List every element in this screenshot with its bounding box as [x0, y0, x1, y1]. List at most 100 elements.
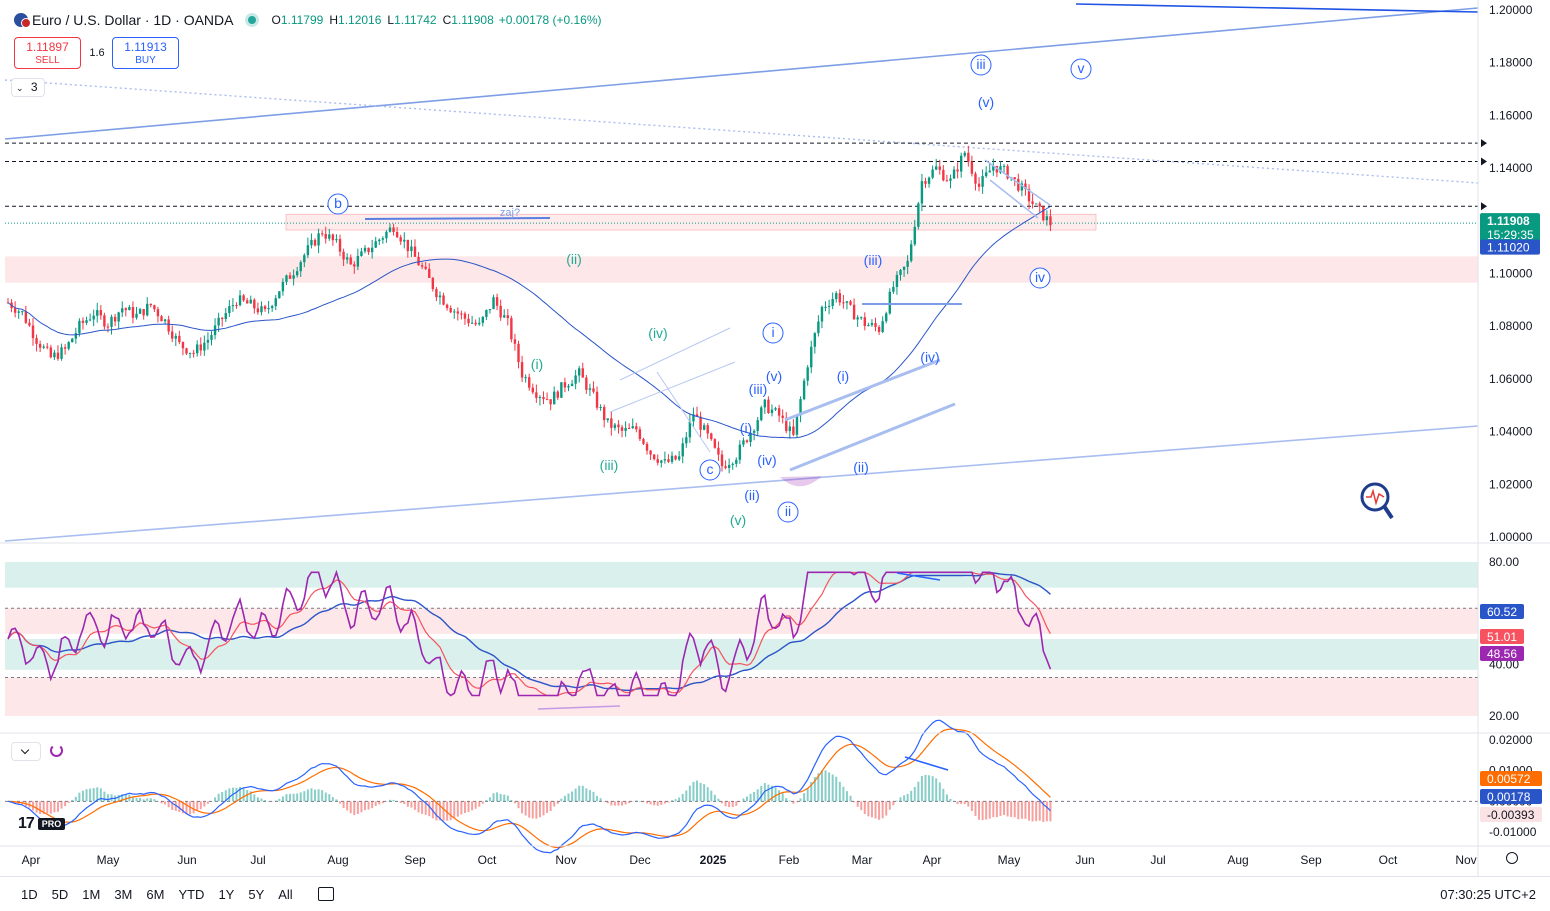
clock-timezone[interactable]: 07:30:25 UTC+2	[1440, 887, 1536, 902]
macd-histogram-bar	[578, 785, 581, 802]
candle-body	[385, 231, 388, 239]
candle-body	[617, 424, 620, 428]
macd-histogram-bar	[424, 801, 427, 815]
candle-body	[977, 183, 981, 187]
macd-histogram-bar	[46, 801, 49, 814]
macd-histogram-bar	[374, 801, 377, 806]
sell-price: 1.11897	[26, 40, 69, 54]
macd-histogram-bar	[349, 801, 352, 814]
macd-collapse-button[interactable]	[11, 742, 41, 761]
macd-histogram-bar	[139, 797, 142, 802]
candle-body	[342, 251, 345, 260]
macd-histogram-bar	[81, 790, 84, 802]
candle-body	[117, 312, 120, 322]
candle-body	[824, 306, 827, 308]
candle-body	[863, 317, 866, 327]
macd-histogram-bar	[92, 788, 95, 802]
macd-histogram-bar	[99, 788, 102, 802]
candle-body	[867, 325, 870, 327]
range-5y-button[interactable]: 5Y	[248, 886, 265, 902]
settings-gear-icon[interactable]	[1506, 852, 1518, 864]
tradingview-logo[interactable]: 17 PRO	[18, 815, 66, 833]
range-1y-button[interactable]: 1Y	[218, 886, 235, 902]
macd-histogram-bar	[335, 799, 338, 802]
price-tick-label: 1.16000	[1489, 108, 1533, 122]
range-1m-button[interactable]: 1M	[82, 886, 101, 902]
candle-body	[688, 421, 692, 438]
macd-histogram-bar	[613, 801, 616, 806]
magnifier-icon	[1360, 482, 1390, 512]
macd-histogram-bar	[596, 795, 599, 802]
candle-body	[185, 348, 188, 354]
candle-body	[692, 414, 695, 422]
wave-label: (iv)	[920, 349, 939, 365]
range-all-button[interactable]: All	[278, 886, 293, 902]
macd-histogram-bar	[417, 801, 420, 813]
candle-body	[735, 459, 738, 464]
range-3m-button[interactable]: 3M	[114, 886, 133, 902]
rsi-pane	[5, 562, 1478, 716]
candle-body	[445, 304, 449, 309]
macd-histogram-bar	[156, 801, 159, 802]
candle-body	[63, 347, 67, 349]
top-trend-line	[1075, 3, 1479, 13]
candle-body	[713, 439, 717, 448]
candle-body	[370, 247, 374, 253]
candle-body	[153, 305, 156, 310]
price-tick-label: 1.04000	[1489, 425, 1533, 439]
macd-histogram-bar	[760, 785, 763, 802]
macd-histogram-bar	[653, 801, 656, 806]
candle-body	[731, 463, 734, 465]
macd-histogram-bar	[456, 801, 459, 817]
range-1d-button[interactable]: 1D	[21, 886, 38, 902]
bottom-arc	[780, 476, 822, 487]
buy-button[interactable]: 1.11913 BUY	[112, 37, 179, 69]
candle-body	[1024, 183, 1027, 189]
candle-body	[610, 418, 613, 428]
candle-body	[984, 172, 988, 177]
calendar-icon[interactable]	[317, 887, 334, 901]
range-6m-button[interactable]: 6M	[146, 886, 165, 902]
macd-histogram-bar	[892, 801, 895, 806]
macd-histogram-bar	[606, 801, 609, 804]
macd-histogram-bar	[239, 786, 242, 802]
macd-histogram-bar	[478, 801, 481, 807]
wave-label-circle	[1029, 267, 1051, 289]
candle-body	[845, 301, 849, 303]
macd-value-label: -0.00393	[1487, 808, 1535, 822]
candle-body	[560, 382, 563, 398]
candle-body	[895, 274, 899, 287]
candle-body	[1038, 203, 1041, 207]
macd-histogram-bar	[953, 801, 956, 802]
candle-body	[360, 251, 363, 256]
candle-body	[428, 268, 431, 278]
range-5d-button[interactable]: 5D	[51, 886, 69, 902]
range-ytd-button[interactable]: YTD	[178, 886, 205, 902]
wave-label-circle	[762, 322, 784, 344]
symbol-title[interactable]: Euro / U.S. Dollar · 1D · OANDA	[32, 12, 234, 28]
sell-button[interactable]: 1.11897 SELL	[14, 37, 81, 69]
macd-histogram-bar	[713, 794, 716, 802]
candle-body	[581, 368, 584, 378]
candle-body	[67, 342, 70, 349]
refresh-icon[interactable]	[50, 744, 63, 757]
macd-histogram-bar	[696, 780, 699, 802]
macd-histogram-bar	[1035, 801, 1038, 822]
price-tick-label: 1.00000	[1489, 530, 1533, 544]
candle-body	[920, 181, 924, 204]
macd-histogram-bar	[388, 799, 391, 802]
indicators-toggle-button[interactable]: ⌄ 3	[11, 78, 45, 97]
candle-body	[278, 291, 281, 299]
close-label: C	[442, 13, 452, 27]
macd-histogram-bar	[103, 791, 106, 802]
candle-body	[60, 347, 63, 359]
macd-histogram-bar	[828, 772, 831, 802]
candle-body	[1006, 165, 1009, 179]
macd-histogram-bar	[931, 776, 934, 802]
macd-histogram-bar	[378, 801, 381, 805]
candle-body	[381, 238, 385, 240]
macd-histogram-bar	[785, 798, 788, 802]
macd-histogram-bar	[217, 793, 220, 802]
chevron-down-icon: ⌄	[16, 83, 24, 93]
